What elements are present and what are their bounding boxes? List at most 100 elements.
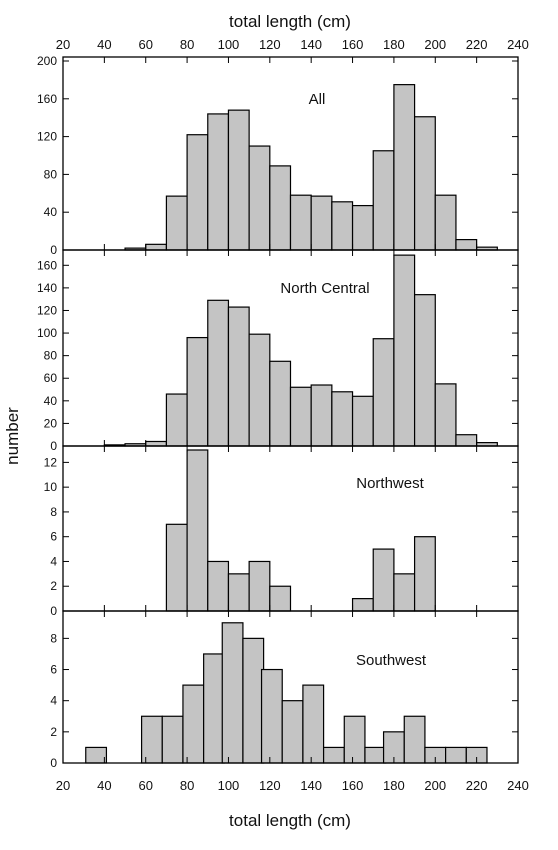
x-tick-label-top: 180: [383, 37, 405, 52]
y-axis-title: number: [3, 407, 22, 465]
histogram-bar: [455, 434, 478, 447]
histogram-bar: [161, 715, 184, 764]
y-tick-label: 12: [44, 455, 58, 469]
panel-label: North Central: [280, 280, 369, 297]
x-tick-label-bottom: 60: [138, 778, 152, 793]
top-x-axis-title: total length (cm): [229, 12, 351, 31]
histogram-bar: [413, 536, 436, 612]
y-tick-label: 40: [44, 205, 58, 219]
y-tick-label: 0: [50, 756, 57, 770]
histogram-bar: [393, 254, 416, 447]
x-tick-label-top: 60: [138, 37, 152, 52]
y-tick-label: 80: [44, 167, 58, 181]
histogram-bar: [85, 746, 108, 764]
x-tick-label-bottom: 100: [218, 778, 240, 793]
histogram-bar: [269, 585, 292, 612]
y-tick-label: 8: [50, 505, 57, 519]
y-tick-label: 0: [50, 243, 57, 257]
x-tick-label-top: 40: [97, 37, 111, 52]
histogram-bar: [203, 653, 225, 764]
y-tick-label: 200: [37, 54, 57, 68]
histogram-bar: [455, 239, 478, 251]
x-tick-label-bottom: 200: [424, 778, 446, 793]
histogram-bar: [331, 391, 354, 447]
histogram-bar: [207, 560, 230, 612]
x-tick-label-bottom: 40: [97, 778, 111, 793]
plot-area: 04080120160200All020406080100120140160No…: [37, 37, 529, 793]
y-tick-label: 6: [50, 663, 57, 677]
histogram-bar: [182, 684, 205, 764]
histogram-bar: [351, 395, 374, 447]
x-tick-label-top: 20: [56, 37, 70, 52]
histogram-bar: [445, 746, 467, 764]
histogram-bar: [207, 113, 230, 251]
histogram-bar: [248, 560, 271, 612]
x-tick-label-top: 100: [218, 37, 240, 52]
x-tick-label-bottom: 120: [259, 778, 281, 793]
x-tick-label-top: 80: [180, 37, 194, 52]
histogram-bar: [260, 668, 283, 764]
histogram-bar: [364, 746, 387, 764]
bottom-x-axis-title: total length (cm): [229, 811, 351, 830]
histogram-bar: [434, 383, 457, 447]
x-tick-label-top: 200: [424, 37, 446, 52]
histogram-bar: [165, 195, 188, 251]
panel-label: All: [309, 91, 326, 108]
histogram-bar: [351, 204, 374, 251]
histogram-bar: [434, 194, 457, 251]
histogram-bar: [186, 134, 209, 251]
histogram-bar: [310, 384, 333, 447]
y-tick-label: 4: [50, 694, 57, 708]
histogram-bar: [322, 746, 345, 764]
histogram-bar: [343, 715, 366, 764]
histogram-bar: [372, 338, 395, 447]
y-tick-label: 160: [37, 258, 57, 272]
x-tick-label-bottom: 160: [342, 778, 364, 793]
histogram-bar: [393, 84, 416, 251]
histogram-bar: [403, 715, 426, 764]
histogram-bar: [310, 195, 333, 251]
y-tick-label: 120: [37, 303, 57, 317]
histogram-bar: [269, 165, 292, 251]
histogram-bar: [186, 449, 209, 612]
x-tick-label-bottom: 220: [466, 778, 488, 793]
y-tick-label: 8: [50, 631, 57, 645]
histogram-bar: [289, 386, 312, 447]
histogram-bar: [413, 294, 436, 447]
histogram-bar: [207, 299, 230, 447]
histogram-bar: [165, 523, 188, 612]
y-tick-label: 0: [50, 604, 57, 618]
histogram-bar: [248, 145, 271, 251]
histogram-bar: [227, 306, 250, 447]
histogram-bar: [227, 109, 250, 251]
y-tick-label: 4: [50, 554, 57, 568]
histogram-bar: [248, 333, 271, 447]
x-tick-label-bottom: 180: [383, 778, 405, 793]
x-tick-label-top: 160: [342, 37, 364, 52]
histogram-bar: [221, 622, 244, 764]
x-tick-label-top: 140: [300, 37, 322, 52]
panel-frame: [62, 610, 519, 764]
y-tick-label: 20: [44, 416, 58, 430]
y-tick-label: 2: [50, 725, 57, 739]
histogram-bar: [165, 393, 188, 447]
histogram-bar: [145, 440, 168, 447]
y-tick-label: 120: [37, 130, 57, 144]
histogram-bar: [269, 360, 292, 447]
panel-label: Northwest: [356, 475, 424, 492]
histogram-bar: [242, 637, 265, 764]
y-tick-label: 10: [44, 480, 58, 494]
x-tick-label-top: 220: [466, 37, 488, 52]
histogram-bar: [302, 684, 325, 764]
y-tick-label: 80: [44, 349, 58, 363]
histogram-bar: [140, 715, 163, 764]
histogram-bar: [186, 336, 209, 447]
y-tick-label: 160: [37, 92, 57, 106]
x-tick-label-top: 120: [259, 37, 281, 52]
y-tick-label: 60: [44, 371, 58, 385]
y-tick-label: 0: [50, 439, 57, 453]
y-tick-label: 40: [44, 394, 58, 408]
x-tick-label-bottom: 80: [180, 778, 194, 793]
histogram-bar: [145, 243, 168, 251]
